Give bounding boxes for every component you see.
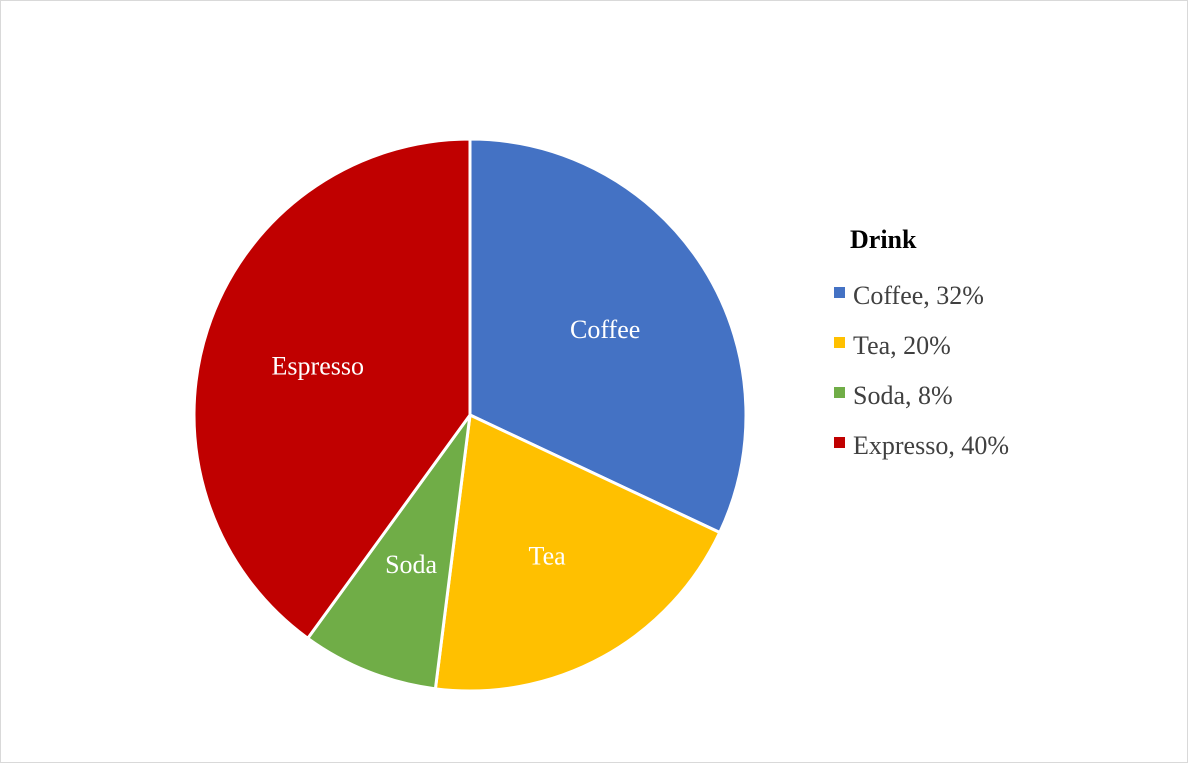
pie-slice-coffee	[468, 137, 748, 535]
legend-label-espresso: Expresso, 40%	[853, 431, 1009, 460]
pie-slice-labels: Coffee Tea Soda Espresso	[272, 315, 641, 579]
slice-label-soda: Soda	[385, 550, 437, 579]
legend-label-coffee: Coffee, 32%	[853, 281, 984, 310]
legend-swatch-espresso	[834, 437, 845, 448]
legend: Drink Coffee, 32% Tea, 20% Soda, 8% Express…	[834, 225, 1009, 460]
legend-title: Drink	[850, 225, 917, 254]
legend-items: Coffee, 32% Tea, 20% Soda, 8% Expresso, 40%	[834, 281, 1009, 460]
legend-label-soda: Soda, 8%	[853, 381, 953, 410]
legend-swatch-soda	[834, 387, 845, 398]
slice-label-espresso: Espresso	[272, 352, 364, 381]
pie-slice-espresso	[192, 137, 472, 640]
pie-slice-tea	[433, 413, 722, 693]
slice-label-coffee: Coffee	[570, 315, 640, 344]
pie-slice-soda	[306, 413, 472, 691]
slice-label-tea: Tea	[529, 541, 567, 570]
pie-slices	[192, 137, 748, 693]
legend-swatch-tea	[834, 337, 845, 348]
legend-label-tea: Tea, 20%	[853, 331, 951, 360]
legend-swatch-coffee	[834, 287, 845, 298]
